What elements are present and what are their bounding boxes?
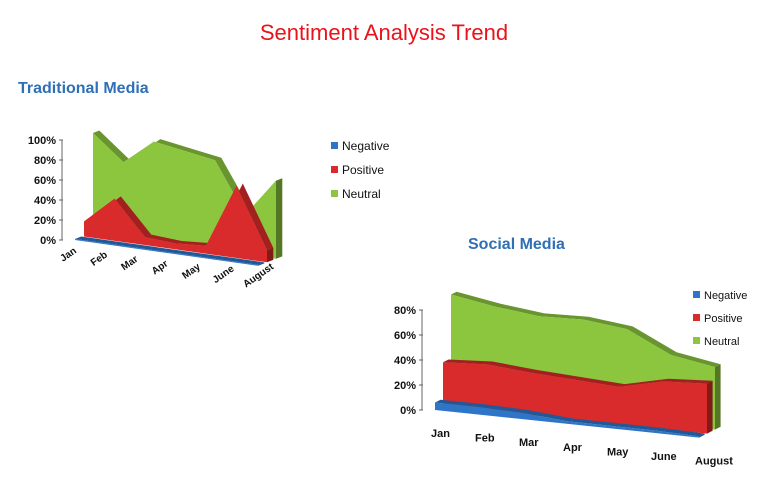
traditional-media-title: Traditional Media (18, 80, 149, 97)
social-legend-label-negative: Negative (704, 290, 747, 302)
social-legend-label-neutral: Neutral (704, 336, 739, 348)
traditional-legend: Negative Positive Neutral (331, 139, 390, 201)
traditional-legend-label-positive: Positive (342, 163, 384, 177)
social-legend: Negative Positive Neutral (693, 290, 747, 348)
social-legend-swatch-positive (693, 314, 700, 321)
social-negative-side (699, 433, 705, 438)
traditional-y-tick-label: 100% (28, 135, 56, 147)
traditional-negative-top-edge (75, 236, 265, 265)
traditional-legend-label-neutral: Neutral (342, 187, 381, 201)
traditional-series-negative (75, 236, 265, 266)
traditional-x-tick-label: Apr (150, 258, 171, 277)
traditional-legend-swatch-neutral (331, 190, 338, 197)
traditional-x-tick-label: Feb (89, 250, 110, 269)
traditional-x-tick-label: Mar (119, 254, 140, 273)
traditional-x-tick-label: Jan (58, 246, 78, 265)
social-x-tick-label: Apr (563, 442, 583, 454)
page-title: Sentiment Analysis Trend (259, 20, 509, 45)
social-x-tick-label: Jan (431, 428, 450, 440)
social-neutral-top-edge (451, 291, 721, 368)
traditional-series-positive (84, 183, 274, 263)
traditional-negative-area (75, 239, 258, 266)
social-legend-label-positive: Positive (704, 313, 743, 325)
traditional-x-tick-label: May (180, 261, 203, 281)
social-positive-top-edge (443, 359, 713, 387)
traditional-positive-side (267, 247, 274, 263)
traditional-negative-side (258, 262, 265, 266)
social-x-tick-label: August (695, 456, 733, 468)
social-series-positive (443, 359, 713, 434)
social-negative-top-edge (435, 399, 705, 437)
social-x-tick-label: Feb (475, 433, 495, 445)
social-neutral-side (715, 364, 721, 430)
social-x-tick-label: June (651, 451, 677, 463)
social-negative-area (435, 402, 699, 438)
social-y-tick-label: 60% (394, 330, 416, 342)
social-positive-side (707, 380, 713, 434)
traditional-legend-label-negative: Negative (342, 139, 390, 153)
social-y-tick-label: 0% (400, 405, 416, 417)
social-series-negative (435, 399, 705, 438)
traditional-y-tick-label: 80% (34, 155, 56, 167)
social-media-title: Social Media (468, 236, 565, 253)
traditional-y-axis: 0% 20% 40% 60% 80% 100% (28, 135, 63, 247)
social-positive-area (443, 362, 707, 434)
traditional-neutral-side (276, 178, 283, 259)
traditional-y-tick-label: 40% (34, 195, 56, 207)
traditional-y-tick-label: 20% (34, 215, 56, 227)
traditional-x-tick-label: June (211, 263, 237, 286)
social-x-tick-label: Mar (519, 437, 539, 449)
social-y-axis: 0% 20% 40% 60% 80% (394, 305, 423, 417)
traditional-positive-area (84, 186, 267, 263)
social-y-tick-label: 80% (394, 305, 416, 317)
traditional-y-tick-label: 0% (40, 235, 56, 247)
traditional-x-tick-label: August (241, 261, 276, 290)
social-legend-swatch-neutral (693, 337, 700, 344)
traditional-y-tick-label: 60% (34, 175, 56, 187)
social-y-tick-label: 20% (394, 380, 416, 392)
social-x-tick-label: May (607, 446, 629, 458)
social-y-tick-label: 40% (394, 355, 416, 367)
traditional-legend-swatch-positive (331, 166, 338, 173)
social-legend-swatch-negative (693, 291, 700, 298)
traditional-legend-swatch-negative (331, 142, 338, 149)
